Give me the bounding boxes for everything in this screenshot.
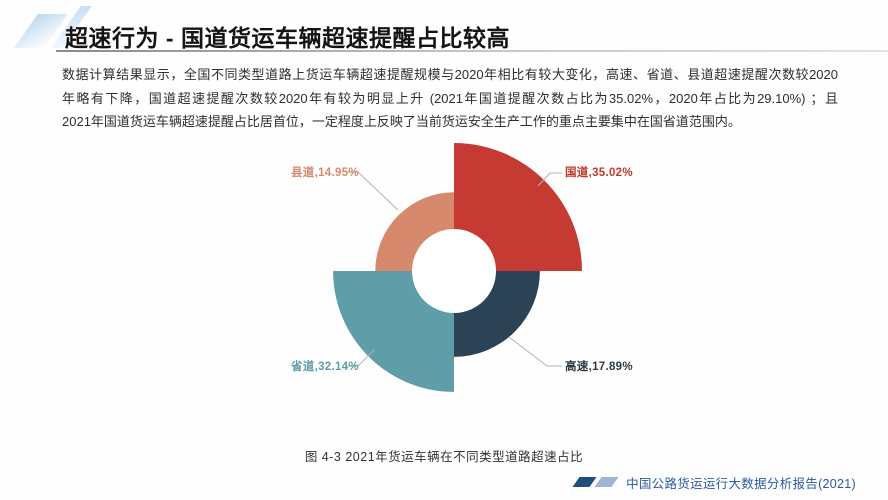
summary-line-1: 数据计算结果显示，全国不同类型道路上货运车辆超速提醒规模与2020年相比有较大变… xyxy=(62,67,838,82)
chart-label-shengdao: 省道,32.14% xyxy=(291,361,359,373)
chart-label-gaosu: 高速,17.89% xyxy=(565,361,633,373)
chart-segment-1 xyxy=(454,143,582,271)
leader-line-4 xyxy=(347,171,399,211)
footer-mark-icon xyxy=(594,477,619,487)
rose-donut-chart xyxy=(333,143,582,392)
summary-line-2: 年略有下降，国道超速提醒次数较2020年有较为明显上升 (2021年国道提醒次数… xyxy=(62,90,838,106)
footer-mark-icon xyxy=(572,477,597,487)
chart-segment-3 xyxy=(333,271,454,392)
title-underline xyxy=(56,50,888,52)
page-title: 超速行为 - 国道货运车辆超速提醒占比较高 xyxy=(65,25,510,51)
chart-label-xiandao: 县道,14.95% xyxy=(291,167,359,179)
summary-paragraph: 数据计算结果显示，全国不同类型道路上货运车辆超速提醒规模与2020年相比有较大变… xyxy=(62,63,838,134)
leader-line-2 xyxy=(508,336,562,367)
leader-line-1 xyxy=(537,172,562,187)
donut-hole xyxy=(412,229,496,313)
summary-line-3: 2021年国道货运车辆超速提醒占比居首位，一定程度上反映了当前货运安全生产工作的… xyxy=(62,114,741,129)
report-footer: 中国公路货运运行大数据分析报告(2021) xyxy=(572,475,856,491)
figure-caption: 图 4-3 2021年货运车辆在不同类型道路超速占比 xyxy=(304,450,584,464)
chart-label-guodao: 国道,35.02% xyxy=(565,167,633,179)
leader-line-3 xyxy=(347,349,375,367)
footer-report-title: 中国公路货运运行大数据分析报告(2021) xyxy=(626,476,856,491)
